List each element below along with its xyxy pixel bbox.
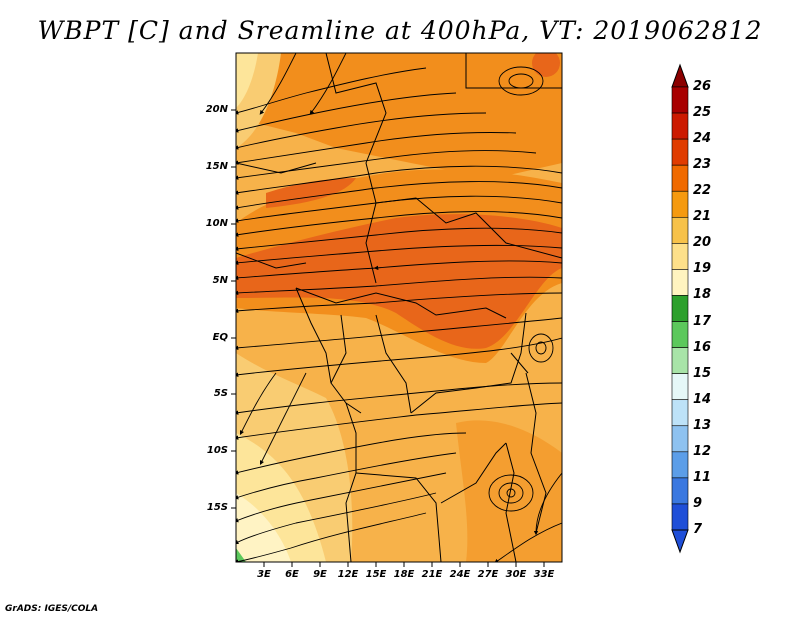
colorbar-label: 12	[693, 443, 712, 459]
colorbar-label: 20	[693, 235, 712, 251]
lat-ticks	[231, 109, 236, 509]
colorbar-swatch	[671, 216, 689, 244]
colorbar-label: 11	[693, 469, 712, 485]
lon-label: 12E	[337, 569, 359, 580]
lat-label: 20N	[205, 104, 228, 115]
lon-label: 15E	[365, 569, 387, 580]
colorbar-label: 26	[693, 79, 712, 94]
colorbar-swatch	[671, 243, 689, 270]
wbpt-23-nw	[266, 178, 356, 208]
lon-label: 9E	[313, 569, 327, 580]
wbpt-23-core	[236, 214, 562, 349]
colorbar-label: 25	[693, 105, 712, 121]
lon-label: 18E	[393, 569, 415, 580]
colorbar-swatch	[671, 112, 689, 140]
colorbar-label: 14	[693, 391, 712, 407]
colorbar-swatch	[671, 321, 689, 348]
lon-label: 27E	[477, 569, 499, 580]
lon-label: 21E	[421, 569, 443, 580]
wbpt-18-sw	[236, 493, 291, 562]
colorbar-swatch	[671, 425, 689, 453]
wbpt-field-map	[236, 53, 562, 562]
lat-label: EQ	[212, 332, 228, 343]
wbpt-22-se	[456, 420, 562, 562]
colorbar-swatch	[671, 451, 689, 479]
colorbar-swatch	[671, 269, 689, 296]
colorbar-label: 24	[693, 131, 712, 147]
colorbar-label: 9	[693, 495, 703, 511]
lon-label: 24E	[449, 569, 471, 580]
wbpt-17-corner	[236, 548, 246, 562]
wbpt-19-nw	[236, 53, 258, 108]
lat-label: 10S	[206, 445, 228, 456]
lon-label: 30E	[505, 569, 527, 580]
map-panel	[236, 53, 562, 562]
colorbar-swatch	[671, 164, 689, 192]
colorbar-top-arrow	[671, 63, 689, 88]
colorbar-label: 16	[693, 339, 712, 355]
colorbar-swatch	[671, 86, 689, 114]
colorbar-label: 19	[693, 261, 712, 277]
lat-label: 15S	[206, 502, 228, 513]
streamlines	[236, 53, 562, 562]
lon-label: 3E	[257, 569, 271, 580]
wbpt-23-ne	[532, 53, 560, 77]
colorbar-label: 22	[693, 183, 712, 199]
colorbar-label: 21	[693, 209, 712, 225]
colorbar-swatch	[671, 347, 689, 374]
colorbar-bottom-arrow	[671, 529, 689, 554]
colorbar-swatch	[671, 503, 689, 531]
colorbar-label: 13	[693, 417, 712, 433]
lon-label: 33E	[533, 569, 555, 580]
colorbar-swatch	[671, 373, 689, 401]
chart-title: WBPT [C] and Sreamline at 400hPa, VT: 20…	[37, 16, 763, 45]
lat-label: 10N	[205, 218, 228, 229]
lon-ticks	[263, 562, 545, 567]
lon-label: 6E	[285, 569, 299, 580]
colorbar-label: 18	[693, 287, 712, 303]
colorbar-swatch	[671, 138, 689, 166]
colorbar-label: 17	[693, 313, 712, 329]
colorbar-swatch	[671, 477, 689, 505]
colorbar-label: 7	[693, 522, 703, 537]
lat-label: 5N	[212, 275, 228, 286]
credit-text: GrADS: IGES/COLA	[5, 604, 99, 614]
colorbar-swatch	[671, 295, 689, 322]
lat-label: 15N	[205, 161, 228, 172]
colorbar-swatch	[671, 399, 689, 427]
lat-label: 5S	[213, 388, 228, 399]
colorbar-swatch	[671, 190, 689, 218]
colorbar-label: 23	[693, 157, 712, 173]
wbpt-22-north	[236, 53, 562, 178]
colorbar-label: 15	[693, 365, 712, 381]
